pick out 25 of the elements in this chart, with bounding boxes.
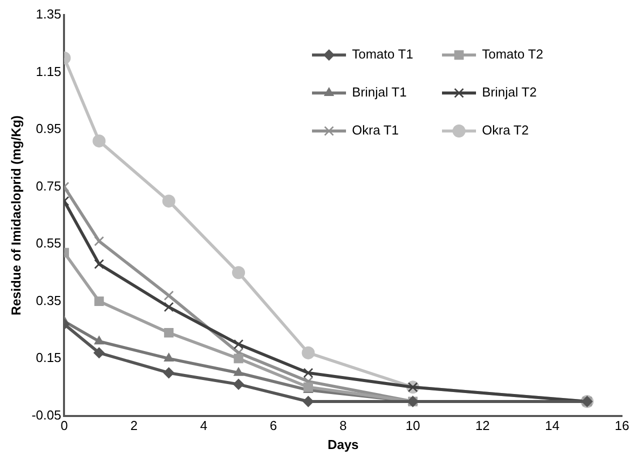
x-tick-label: 2 <box>130 418 138 434</box>
y-tick-label: -0.05 <box>32 407 62 422</box>
legend-label: Brinjal T2 <box>482 84 537 100</box>
y-tick-label: 0.55 <box>36 236 62 251</box>
x-tick-label: 6 <box>270 418 278 434</box>
legend-label: Okra T2 <box>482 122 529 138</box>
y-axis-title: Residue of Imidacloprid (mg/Kg) <box>8 115 24 316</box>
y-tick-label: 0.35 <box>36 292 62 308</box>
legend-label: Okra T1 <box>352 122 399 138</box>
x-tick-label: 4 <box>200 418 208 434</box>
x-tick-label: 10 <box>406 418 420 434</box>
y-tick-label: 1.15 <box>36 64 62 79</box>
y-tick-label: 0.95 <box>36 121 62 136</box>
legend-label: Tomato T1 <box>352 46 414 62</box>
legend-label: Brinjal T1 <box>352 84 407 100</box>
legend-label: Tomato T2 <box>482 46 544 62</box>
y-tick-label: 0.15 <box>36 350 62 366</box>
x-tick-label: 16 <box>614 418 630 434</box>
x-tick-label: 0 <box>60 418 68 434</box>
x-tick-label: 12 <box>475 418 490 434</box>
x-tick-label: 14 <box>545 418 560 434</box>
x-axis-title: Days <box>328 436 359 452</box>
y-tick-label: 0.75 <box>36 178 62 194</box>
y-tick-label: 1.35 <box>36 6 62 22</box>
x-tick-label: 8 <box>340 418 347 434</box>
